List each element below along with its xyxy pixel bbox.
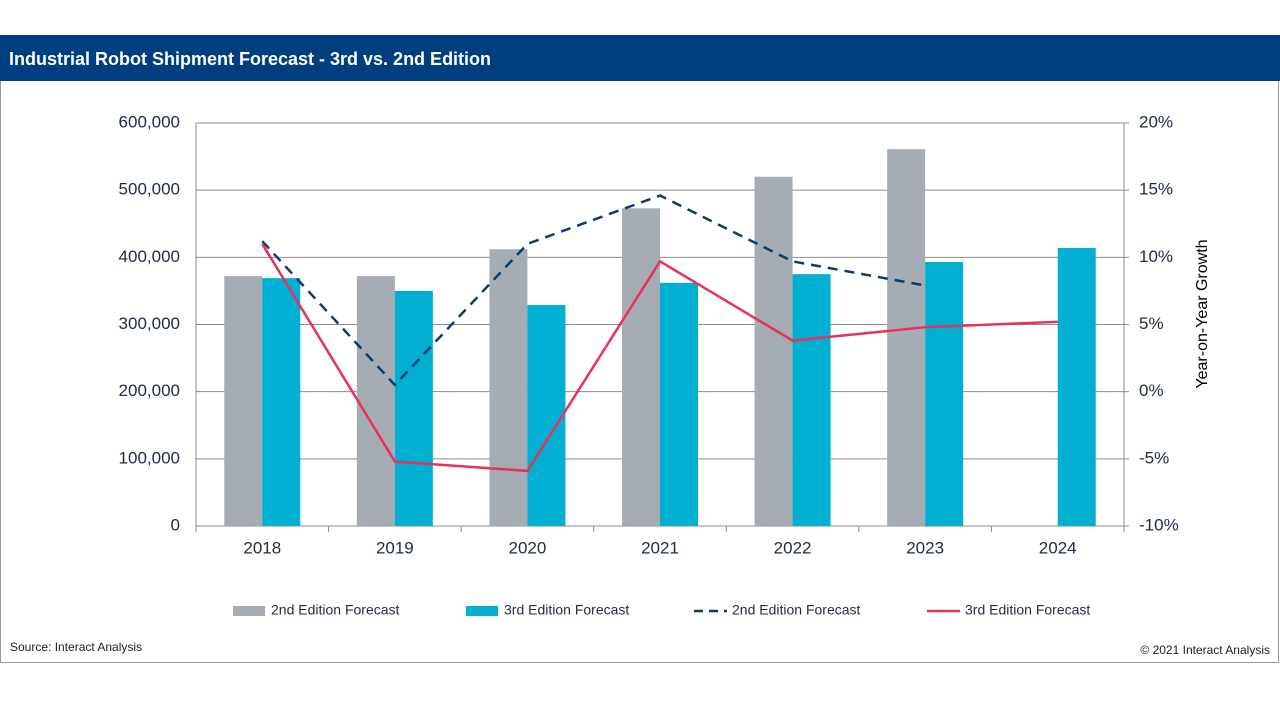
y2-tick-label: 15%: [1139, 180, 1173, 199]
legend-label: 2nd Edition Forecast: [271, 602, 400, 618]
x-tick-label: 2022: [774, 538, 812, 557]
y2-tick-label: 0%: [1139, 381, 1164, 400]
line: [261, 243, 1058, 473]
source: Source: Interact Analysis: [10, 640, 142, 654]
x-tick-label: 2018: [243, 538, 281, 557]
legend-label: 2nd Edition Forecast: [732, 602, 861, 618]
bar: [925, 262, 964, 526]
bar: [224, 276, 263, 526]
bar: [660, 282, 698, 526]
bar: [792, 274, 831, 526]
y2-tick-label: 20%: [1139, 112, 1173, 131]
y-tick-label: 600,000: [119, 112, 180, 131]
line: [261, 194, 926, 387]
copyright: © 2021 Interact Analysis: [1140, 643, 1270, 657]
y-tick-label: 100,000: [119, 448, 180, 467]
bar: [262, 278, 301, 526]
bar: [527, 305, 566, 526]
x-tick-label: 2024: [1039, 538, 1077, 557]
bar: [887, 149, 926, 526]
y-tick-label: 500,000: [119, 180, 180, 199]
legend-swatch: [233, 606, 265, 616]
y2-tick-label: -5%: [1139, 448, 1169, 467]
x-tick-label: 2023: [906, 538, 944, 557]
bar: [754, 176, 793, 526]
bar: [1057, 247, 1096, 526]
y2-axis-title: Year-on-Year Growth: [1194, 239, 1211, 388]
legend-label: 3rd Edition Forecast: [965, 602, 1090, 618]
x-tick-label: 2019: [376, 538, 414, 557]
y-tick-label: 300,000: [119, 314, 180, 333]
bar: [394, 290, 433, 526]
header-bar: [0, 35, 1280, 81]
y2-tick-label: -10%: [1139, 515, 1179, 534]
bar: [489, 249, 528, 527]
y-tick-label: 400,000: [119, 247, 180, 266]
legend-swatch: [466, 606, 498, 616]
x-tick-label: 2021: [641, 538, 679, 557]
bar: [356, 276, 395, 526]
y-tick-label: 0: [171, 515, 180, 534]
bar: [622, 208, 660, 526]
legend-label: 3rd Edition Forecast: [504, 602, 629, 618]
y2-tick-label: 5%: [1139, 314, 1164, 333]
y2-tick-label: 10%: [1139, 247, 1173, 266]
chart-title: Industrial Robot Shipment Forecast - 3rd…: [9, 49, 491, 69]
y-tick-label: 200,000: [119, 381, 180, 400]
x-tick-label: 2020: [509, 538, 547, 557]
